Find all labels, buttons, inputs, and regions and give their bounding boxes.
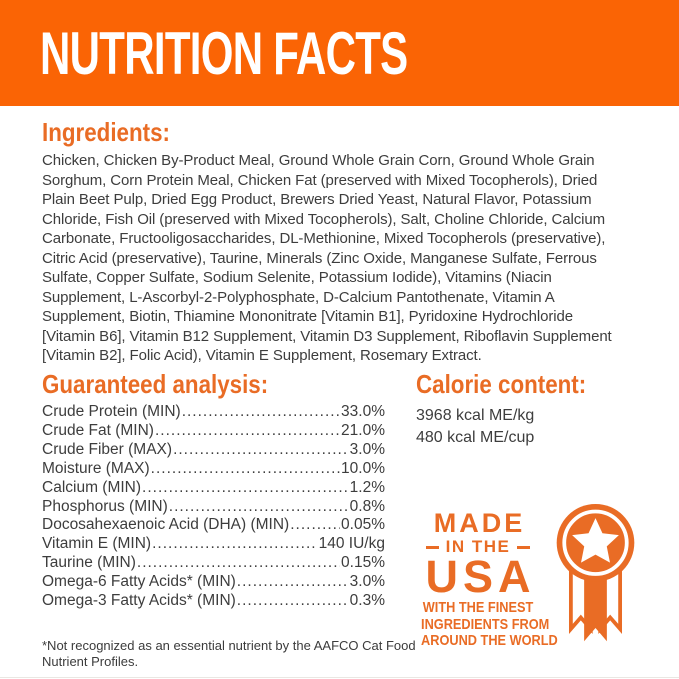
ingredients-line: Supplement, Biotin, Thiamine Mononitrate… <box>42 308 573 325</box>
analysis-value: 3.0% <box>349 440 385 458</box>
calorie-line-cup: 480 kcal ME/cup <box>416 428 535 446</box>
analysis-label: Vitamin E (MIN) <box>42 535 152 553</box>
analysis-row: Taurine (MIN) 0.15% <box>42 554 385 573</box>
analysis-label: Omega-6 Fatty Acids* (MIN) <box>42 573 236 591</box>
calorie-content-heading: Calorie content: <box>416 369 587 399</box>
analysis-label: Moisture (MAX) <box>42 459 150 477</box>
analysis-row: Docosahexaenoic Acid (DHA) (MIN) 0.05% <box>42 516 385 535</box>
leader-dots <box>137 554 340 573</box>
analysis-row: Calcium (MIN) 1.2% <box>42 479 385 498</box>
header-bar: NUTRITION FACTS <box>0 0 679 106</box>
guaranteed-analysis-heading: Guaranteed analysis: <box>42 369 269 399</box>
analysis-row: Moisture (MAX) 10.0% <box>42 460 385 479</box>
ingredients-line: [Vitamin B2], Folic Acid), Vitamin E Sup… <box>42 347 482 364</box>
leader-dots <box>237 592 349 611</box>
analysis-value: 33.0% <box>341 403 385 420</box>
leader-dots <box>169 498 349 517</box>
analysis-value: 10.0% <box>341 459 385 477</box>
analysis-label: Phosphorus (MIN) <box>42 497 168 515</box>
analysis-value: 140 IU/kg <box>318 535 385 553</box>
ingredients-section: Ingredients: Chicken, Chicken By-Product… <box>42 117 657 366</box>
calorie-line-kg: 3968 kcal ME/kg <box>416 407 535 424</box>
nutrition-facts-title: NUTRITION FACTS <box>40 19 408 87</box>
guaranteed-analysis-section: Guaranteed analysis: Crude Protein (MIN)… <box>42 369 385 611</box>
analysis-value: 0.8% <box>349 497 385 515</box>
analysis-row: Vitamin E (MIN) 140 IU/kg <box>42 535 385 554</box>
footnote-text: *Not recognized as an essential nutrient… <box>42 638 416 669</box>
ingredients-line: Plain Beet Pulp, Dried Egg Product, Brew… <box>42 191 592 208</box>
leader-dots <box>155 422 340 441</box>
award-ribbon-star-icon <box>556 503 635 642</box>
analysis-table: Crude Protein (MIN) 33.0% Crude Fat (MIN)… <box>42 403 385 611</box>
analysis-row: Crude Fat (MIN) 21.0% <box>42 422 385 441</box>
ingredients-line: [Vitamin B6], Vitamin B12 Supplement, Vi… <box>42 327 612 345</box>
analysis-row: Crude Fiber (MAX) 3.0% <box>42 441 385 460</box>
in-the-label: IN THE <box>411 537 545 557</box>
calorie-content-section: Calorie content: 3968 kcal ME/kg 480 kca… <box>416 369 661 448</box>
analysis-label: Taurine (MIN) <box>42 554 136 572</box>
leader-dots <box>152 535 318 554</box>
analysis-value: 0.05% <box>341 516 385 534</box>
analysis-label: Omega-3 Fatty Acids* (MIN) <box>42 592 236 610</box>
analysis-label: Crude Fiber (MAX) <box>42 440 173 458</box>
leader-dots <box>151 460 340 479</box>
analysis-value: 1.2% <box>349 478 385 496</box>
made-in-usa-badge: MADE IN THE USA WITH THE FINEST INGREDIE… <box>411 508 558 650</box>
bottom-edge-line <box>0 677 679 678</box>
analysis-value: 21.0% <box>341 421 385 439</box>
analysis-value: 0.3% <box>349 592 385 610</box>
analysis-row: Omega-6 Fatty Acids* (MIN) 3.0% <box>42 573 385 592</box>
analysis-label: Crude Protein (MIN) <box>42 403 181 420</box>
dash-left-decoration <box>425 545 439 550</box>
ingredients-line: Citric Acid (preservative), Taurine, Min… <box>42 249 597 267</box>
analysis-value: 3.0% <box>349 573 385 591</box>
tagline-line: WITH THE FINEST <box>422 599 534 616</box>
ingredients-line: Chloride, Fish Oil (preserved with Mixed… <box>42 210 606 228</box>
analysis-label: Docosahexaenoic Acid (DHA) (MIN) <box>42 516 290 534</box>
ingredients-line: Chicken, Chicken By-Product Meal, Ground… <box>42 152 595 169</box>
leader-dots <box>237 573 349 592</box>
ingredients-line: Supplement, L-Ascorbyl-2-Polyphosphate, … <box>42 288 555 306</box>
analysis-label: Calcium (MIN) <box>42 478 142 496</box>
ingredients-text: Chicken, Chicken By-Product Meal, Ground… <box>42 151 657 366</box>
analysis-row: Phosphorus (MIN) 0.8% <box>42 498 385 517</box>
leader-dots <box>142 479 349 498</box>
leader-dots <box>173 441 349 460</box>
analysis-row: Omega-3 Fatty Acids* (MIN) 0.3% <box>42 592 385 611</box>
ingredients-heading: Ingredients: <box>42 117 170 147</box>
analysis-label: Crude Fat (MIN) <box>42 421 154 439</box>
leader-dots <box>182 403 340 422</box>
dash-right-decoration <box>517 545 531 550</box>
leader-dots <box>290 516 340 535</box>
tagline-line: AROUND THE WORLD <box>421 632 558 649</box>
analysis-row: Crude Protein (MIN) 33.0% <box>42 403 385 422</box>
ingredients-line: Sorghum, Corn Protein Meal, Chicken Fat … <box>42 171 598 189</box>
ingredients-line: Carbonate, Fructooligosaccharides, DL-Me… <box>42 230 606 247</box>
analysis-value: 0.15% <box>341 554 385 572</box>
ingredients-line: Sulfate, Copper Sulfate, Sodium Selenite… <box>42 269 552 286</box>
tagline-line: INGREDIENTS FROM <box>421 615 550 633</box>
usa-label: USA <box>425 551 536 602</box>
made-label: MADE <box>433 508 526 538</box>
usa-tagline: WITH THE FINEST INGREDIENTS FROM AROUND … <box>421 599 558 650</box>
